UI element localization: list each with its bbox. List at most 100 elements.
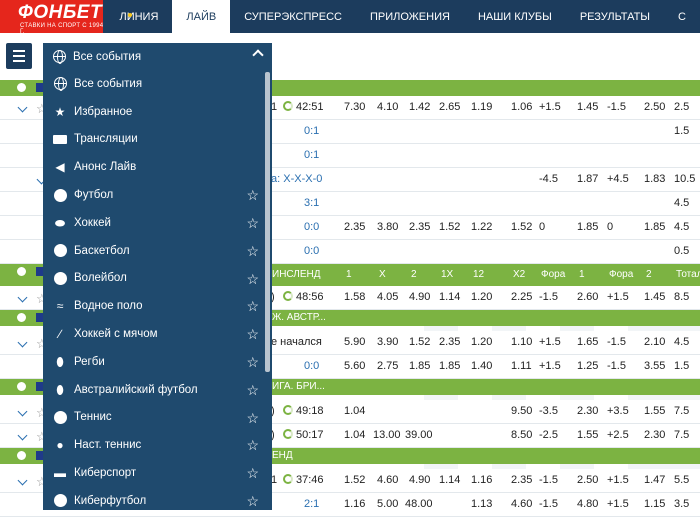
odds-cell[interactable]: 0 [539, 221, 546, 233]
odds-cell[interactable]: +4.5 [607, 173, 629, 185]
odds-cell[interactable]: 7.5 [674, 405, 690, 417]
odds-cell[interactable]: 0 [607, 221, 614, 233]
dropdown-item[interactable]: ◀ Анонс Лайв [43, 153, 272, 181]
odds-cell[interactable]: 1.40 [471, 360, 493, 372]
expand-chevron-icon[interactable] [17, 475, 28, 486]
odds-cell[interactable]: +1.5 [607, 498, 629, 510]
odds-cell[interactable]: 39.00 [405, 429, 433, 441]
event-title[interactable]: 0:1 [304, 149, 320, 161]
odds-cell[interactable]: 5.90 [344, 336, 366, 348]
favorite-star-icon[interactable]: ☆ [36, 336, 48, 351]
odds-cell[interactable]: 0.5 [674, 245, 690, 257]
event-title[interactable]: 0:1 [304, 125, 320, 137]
odds-cell[interactable]: 7.30 [344, 101, 366, 113]
odds-cell[interactable]: 1.04 [344, 429, 366, 441]
odds-cell[interactable]: 1.13 [471, 498, 493, 510]
favorite-star-icon[interactable]: ☆ [246, 353, 259, 370]
odds-cell[interactable]: 2.35 [409, 221, 431, 233]
favorite-star-icon[interactable]: ☆ [36, 291, 48, 306]
odds-cell[interactable]: 5.5 [674, 474, 690, 486]
odds-cell[interactable]: 4.10 [377, 101, 399, 113]
odds-cell[interactable]: -4.5 [539, 173, 558, 185]
odds-cell[interactable]: 1.19 [471, 101, 493, 113]
event-title[interactable]: 0:0 [304, 360, 320, 372]
odds-cell[interactable]: -2.5 [539, 429, 558, 441]
dropdown-item[interactable]: ≈ Водное поло ☆ [43, 292, 272, 320]
odds-cell[interactable]: -1.5 [539, 498, 558, 510]
odds-cell[interactable]: -1.5 [539, 474, 558, 486]
odds-cell[interactable]: 1.85 [644, 221, 666, 233]
odds-cell[interactable]: 1.45 [644, 291, 666, 303]
table-row[interactable]: ☆) 49:18 1.04 9.50 -3.5 2.30 +3.5 1.55 7.5 [0, 400, 700, 424]
odds-cell[interactable]: 8.5 [674, 291, 690, 303]
odds-cell[interactable]: 1.52 [511, 221, 533, 233]
odds-cell[interactable]: 2.65 [439, 101, 461, 113]
dropdown-item[interactable]: Трансляции [43, 126, 272, 154]
event-title[interactable]: а: X-X-X-0 [271, 173, 323, 185]
odds-cell[interactable]: 1.52 [439, 221, 461, 233]
odds-cell[interactable]: 2.5 [674, 101, 690, 113]
odds-cell[interactable]: 4.80 [577, 498, 599, 510]
odds-cell[interactable]: 1.14 [439, 474, 461, 486]
odds-cell[interactable]: 2.10 [644, 336, 666, 348]
dropdown-scrollbar[interactable] [265, 72, 270, 372]
odds-cell[interactable]: 1.5 [674, 125, 690, 137]
odds-cell[interactable]: 1.16 [344, 498, 366, 510]
dropdown-item[interactable]: ⬬ Хоккей ☆ [43, 209, 272, 237]
odds-cell[interactable]: 7.5 [674, 429, 690, 441]
odds-cell[interactable]: 8.50 [511, 429, 533, 441]
nav-item-2[interactable]: СУПЕРЭКСПРЕСС [244, 10, 342, 23]
favorite-star-icon[interactable]: ☆ [246, 270, 259, 287]
odds-cell[interactable]: 1.25 [577, 360, 599, 372]
favorite-star-icon[interactable]: ☆ [246, 409, 259, 426]
odds-cell[interactable]: 1.52 [409, 336, 431, 348]
expand-chevron-icon[interactable] [17, 292, 28, 303]
odds-cell[interactable]: 3.55 [644, 360, 666, 372]
event-title[interactable]: 0:0 [304, 221, 320, 233]
odds-cell[interactable]: 2.60 [577, 291, 599, 303]
favorite-star-icon[interactable]: ☆ [246, 214, 259, 231]
odds-cell[interactable]: 4.60 [377, 474, 399, 486]
odds-cell[interactable]: 2.50 [644, 101, 666, 113]
odds-cell[interactable]: 1.16 [471, 474, 493, 486]
odds-cell[interactable]: 1.11 [511, 360, 532, 372]
odds-cell[interactable]: 1.52 [344, 474, 366, 486]
odds-cell[interactable]: 3.80 [377, 221, 399, 233]
odds-cell[interactable]: 1.20 [471, 291, 493, 303]
odds-cell[interactable]: 1.83 [644, 173, 666, 185]
odds-cell[interactable]: 4.90 [409, 474, 431, 486]
favorite-star-icon[interactable]: ☆ [246, 465, 259, 482]
expand-chevron-icon[interactable] [17, 406, 28, 417]
odds-cell[interactable]: 1.65 [577, 336, 599, 348]
dropdown-item[interactable]: ● Наст. теннис ☆ [43, 431, 272, 459]
expand-chevron-icon[interactable] [17, 337, 28, 348]
odds-cell[interactable]: 1.14 [439, 291, 461, 303]
odds-cell[interactable]: -1.5 [607, 336, 626, 348]
odds-cell[interactable]: +1.5 [607, 474, 629, 486]
odds-cell[interactable]: 2.25 [511, 291, 533, 303]
dropdown-item[interactable]: ⬮ Регби ☆ [43, 348, 272, 376]
odds-cell[interactable]: +1.5 [539, 336, 561, 348]
odds-cell[interactable]: 1.55 [577, 429, 599, 441]
odds-cell[interactable]: -3.5 [539, 405, 558, 417]
odds-cell[interactable]: 4.60 [511, 498, 533, 510]
odds-cell[interactable]: 1.5 [674, 360, 690, 372]
hamburger-menu-button[interactable] [6, 43, 32, 69]
odds-cell[interactable]: 1.42 [409, 101, 431, 113]
odds-cell[interactable]: 2.50 [577, 474, 599, 486]
odds-cell[interactable]: 2.75 [377, 360, 399, 372]
nav-item-5[interactable]: РЕЗУЛЬТАТЫ [579, 10, 651, 23]
odds-cell[interactable]: 2.35 [439, 336, 461, 348]
odds-cell[interactable]: 4.05 [377, 291, 399, 303]
favorite-star-icon[interactable]: ☆ [246, 326, 259, 343]
odds-cell[interactable]: 4.5 [674, 336, 690, 348]
favorite-star-icon[interactable]: ☆ [36, 101, 48, 116]
odds-cell[interactable]: 1.55 [644, 405, 666, 417]
event-title[interactable]: 0:0 [304, 245, 320, 257]
event-title[interactable]: 2:1 [304, 498, 320, 510]
favorite-star-icon[interactable]: ☆ [36, 474, 48, 489]
odds-cell[interactable]: 1.20 [471, 336, 493, 348]
odds-cell[interactable]: +3.5 [607, 405, 629, 417]
dropdown-item[interactable]: ▬ Киберспорт ☆ [43, 459, 272, 487]
odds-cell[interactable]: 2.35 [511, 474, 533, 486]
